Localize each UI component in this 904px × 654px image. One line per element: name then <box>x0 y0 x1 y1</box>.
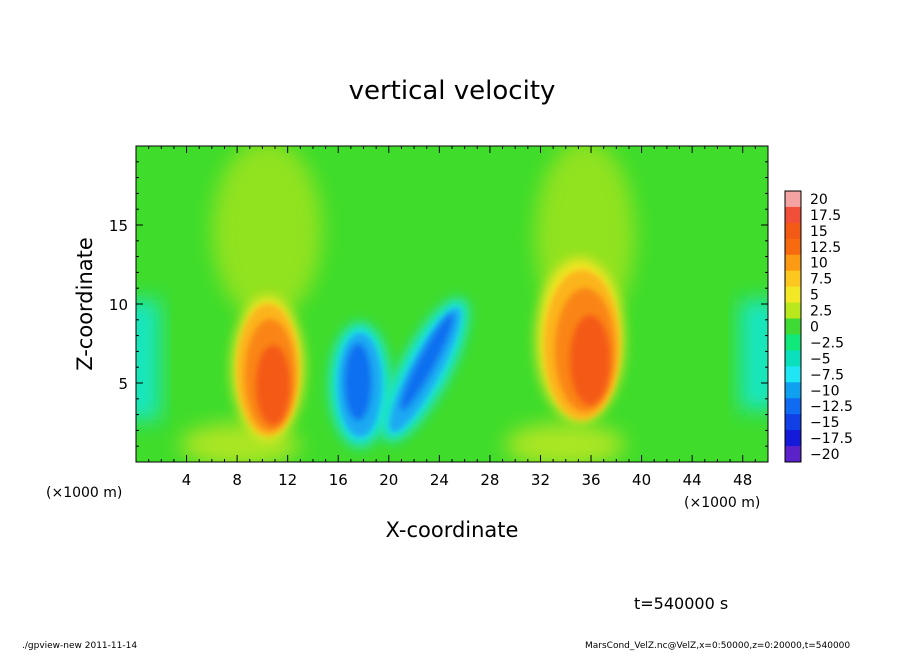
colorbar-label: 7.5 <box>810 272 832 288</box>
chart-title: vertical velocity <box>348 76 556 106</box>
colorbar-label: −17.5 <box>810 431 853 447</box>
colorbar-label: 17.5 <box>810 208 841 224</box>
colorbar-label: −15 <box>810 415 840 431</box>
colorbar-swatch <box>785 334 801 351</box>
colorbar-swatch <box>785 302 801 320</box>
colorbar-frame <box>784 190 802 463</box>
x-tick-label: 48 <box>733 471 752 489</box>
x-tick-label: 36 <box>581 471 600 489</box>
y-tick-label: 15 <box>109 217 128 235</box>
colorbar-swatch <box>785 382 801 399</box>
colorbar-swatch <box>785 286 801 304</box>
x-tick-label: 28 <box>480 471 499 489</box>
colorbar-label: 5 <box>810 288 819 304</box>
colorbar-label: 10 <box>810 256 828 272</box>
colorbar-swatch <box>785 430 801 447</box>
colorbar-label: −7.5 <box>810 367 844 383</box>
y-tick-label: 10 <box>109 296 128 314</box>
colorbar-swatch <box>785 414 801 431</box>
time-label: t=540000 s <box>634 594 729 613</box>
colorbar-swatch <box>785 366 801 383</box>
colorbar-label: −5 <box>810 351 831 367</box>
colorbar-swatch <box>785 206 801 224</box>
colorbar-swatch <box>785 350 801 367</box>
footer-left: ./gpview-new 2011-11-14 <box>22 641 138 651</box>
x-tick-label: 40 <box>632 471 651 489</box>
x-axis-title: X-coordinate <box>386 518 519 542</box>
colorbar-label: 20 <box>810 192 828 208</box>
colorbar-label: 2.5 <box>810 304 832 320</box>
colorbar-label: −10 <box>810 383 840 399</box>
colorbar-swatch <box>785 222 801 240</box>
heatmap-field <box>136 146 768 462</box>
colorbar-label: −12.5 <box>810 399 853 415</box>
x-tick-label: 32 <box>531 471 550 489</box>
footer-right: MarsCond_VelZ.nc@VelZ,x=0:50000,z=0:2000… <box>585 641 851 651</box>
colorbar-swatch <box>785 398 801 415</box>
colorbar-swatch <box>785 270 801 288</box>
x-tick-label: 24 <box>430 471 449 489</box>
x-tick-label: 12 <box>278 471 297 489</box>
x-unit-right: (×1000 m) <box>684 495 760 511</box>
y-tick-label: 5 <box>118 375 128 393</box>
colorbar-label: −2.5 <box>810 335 844 351</box>
colorbar-swatch <box>785 446 801 463</box>
colorbar-swatch <box>785 254 801 272</box>
y-axis-title: Z-coordinate <box>73 237 97 371</box>
x-tick-label: 44 <box>683 471 702 489</box>
colorbar-swatch <box>785 318 801 335</box>
x-unit-left: (×1000 m) <box>46 485 122 501</box>
x-tick-label: 4 <box>182 471 192 489</box>
colorbar-label: 12.5 <box>810 240 841 256</box>
x-tick-label: 8 <box>232 471 242 489</box>
x-tick-label: 20 <box>379 471 398 489</box>
x-tick-label: 16 <box>329 471 348 489</box>
colorbar-label: −20 <box>810 447 840 463</box>
colorbar-label: 15 <box>810 224 828 240</box>
colorbar-swatch <box>785 238 801 256</box>
colorbar-swatch <box>785 191 801 208</box>
colorbar-label: 0 <box>810 320 819 336</box>
